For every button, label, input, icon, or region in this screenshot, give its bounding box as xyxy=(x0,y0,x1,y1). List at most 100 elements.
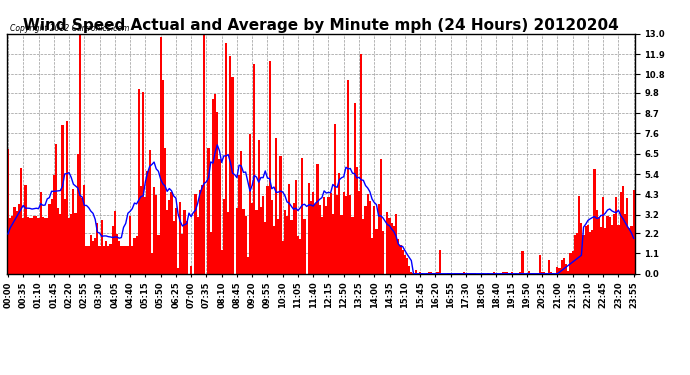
Bar xyxy=(293,203,295,274)
Bar xyxy=(358,191,360,274)
Bar xyxy=(563,258,565,274)
Bar xyxy=(552,273,554,274)
Bar xyxy=(522,251,524,274)
Bar xyxy=(120,246,122,274)
Bar xyxy=(266,186,268,274)
Bar xyxy=(504,272,506,274)
Bar xyxy=(471,273,473,274)
Bar xyxy=(426,273,428,274)
Bar xyxy=(386,212,388,274)
Bar xyxy=(364,206,366,274)
Bar xyxy=(129,216,131,274)
Bar xyxy=(257,140,260,274)
Bar xyxy=(127,246,129,274)
Bar xyxy=(323,196,325,274)
Bar xyxy=(221,251,223,274)
Bar xyxy=(175,208,177,274)
Bar xyxy=(520,272,522,274)
Bar xyxy=(242,209,244,274)
Bar xyxy=(155,195,157,274)
Bar xyxy=(319,205,321,274)
Bar xyxy=(229,56,231,274)
Bar xyxy=(574,235,576,274)
Bar xyxy=(586,225,589,274)
Bar xyxy=(253,64,255,274)
Bar xyxy=(336,195,338,274)
Bar xyxy=(33,216,35,274)
Bar xyxy=(61,125,63,274)
Bar xyxy=(190,266,193,274)
Bar xyxy=(434,273,436,274)
Bar xyxy=(97,223,99,274)
Bar xyxy=(31,218,33,274)
Bar xyxy=(181,234,184,274)
Bar xyxy=(161,80,164,274)
Bar xyxy=(83,184,86,274)
Bar xyxy=(68,218,70,274)
Bar xyxy=(334,123,336,274)
Bar xyxy=(197,217,199,274)
Bar xyxy=(550,272,552,274)
Bar xyxy=(157,235,159,274)
Bar xyxy=(626,198,629,274)
Bar xyxy=(216,112,218,274)
Bar xyxy=(227,212,229,274)
Bar xyxy=(16,211,18,274)
Bar xyxy=(112,226,114,274)
Bar xyxy=(620,192,622,274)
Bar xyxy=(249,134,251,274)
Bar xyxy=(567,271,569,274)
Bar xyxy=(44,218,46,274)
Bar xyxy=(469,273,471,274)
Bar xyxy=(584,226,586,274)
Bar xyxy=(325,206,327,274)
Bar xyxy=(428,272,430,274)
Bar xyxy=(225,43,227,274)
Bar xyxy=(543,272,545,274)
Bar xyxy=(400,245,402,274)
Bar xyxy=(327,196,330,274)
Bar xyxy=(408,266,411,274)
Bar xyxy=(264,222,266,274)
Bar xyxy=(57,208,59,274)
Bar xyxy=(164,148,166,274)
Bar xyxy=(302,158,304,274)
Bar xyxy=(343,192,345,274)
Bar xyxy=(436,272,439,274)
Bar xyxy=(72,189,75,274)
Bar xyxy=(340,215,343,274)
Bar xyxy=(275,138,277,274)
Bar xyxy=(598,217,600,274)
Bar xyxy=(465,273,467,274)
Bar xyxy=(473,273,475,274)
Bar xyxy=(618,225,620,274)
Bar xyxy=(397,239,400,274)
Bar xyxy=(99,246,101,274)
Bar xyxy=(349,195,351,274)
Bar xyxy=(179,202,181,274)
Bar xyxy=(576,232,578,274)
Bar xyxy=(110,244,112,274)
Bar xyxy=(135,237,138,274)
Bar xyxy=(371,238,373,274)
Bar xyxy=(218,159,221,274)
Bar xyxy=(439,250,441,274)
Bar xyxy=(532,273,535,274)
Bar xyxy=(88,246,90,274)
Bar xyxy=(462,273,465,274)
Bar xyxy=(172,221,175,274)
Bar xyxy=(199,190,201,274)
Bar xyxy=(288,184,290,274)
Bar xyxy=(48,204,50,274)
Bar xyxy=(545,273,548,274)
Bar xyxy=(39,192,42,274)
Bar xyxy=(236,208,238,274)
Bar xyxy=(526,273,528,274)
Bar xyxy=(493,273,495,274)
Bar xyxy=(304,219,306,274)
Bar xyxy=(214,94,216,274)
Bar xyxy=(362,219,364,274)
Bar xyxy=(604,228,607,274)
Bar xyxy=(203,34,206,274)
Bar xyxy=(270,200,273,274)
